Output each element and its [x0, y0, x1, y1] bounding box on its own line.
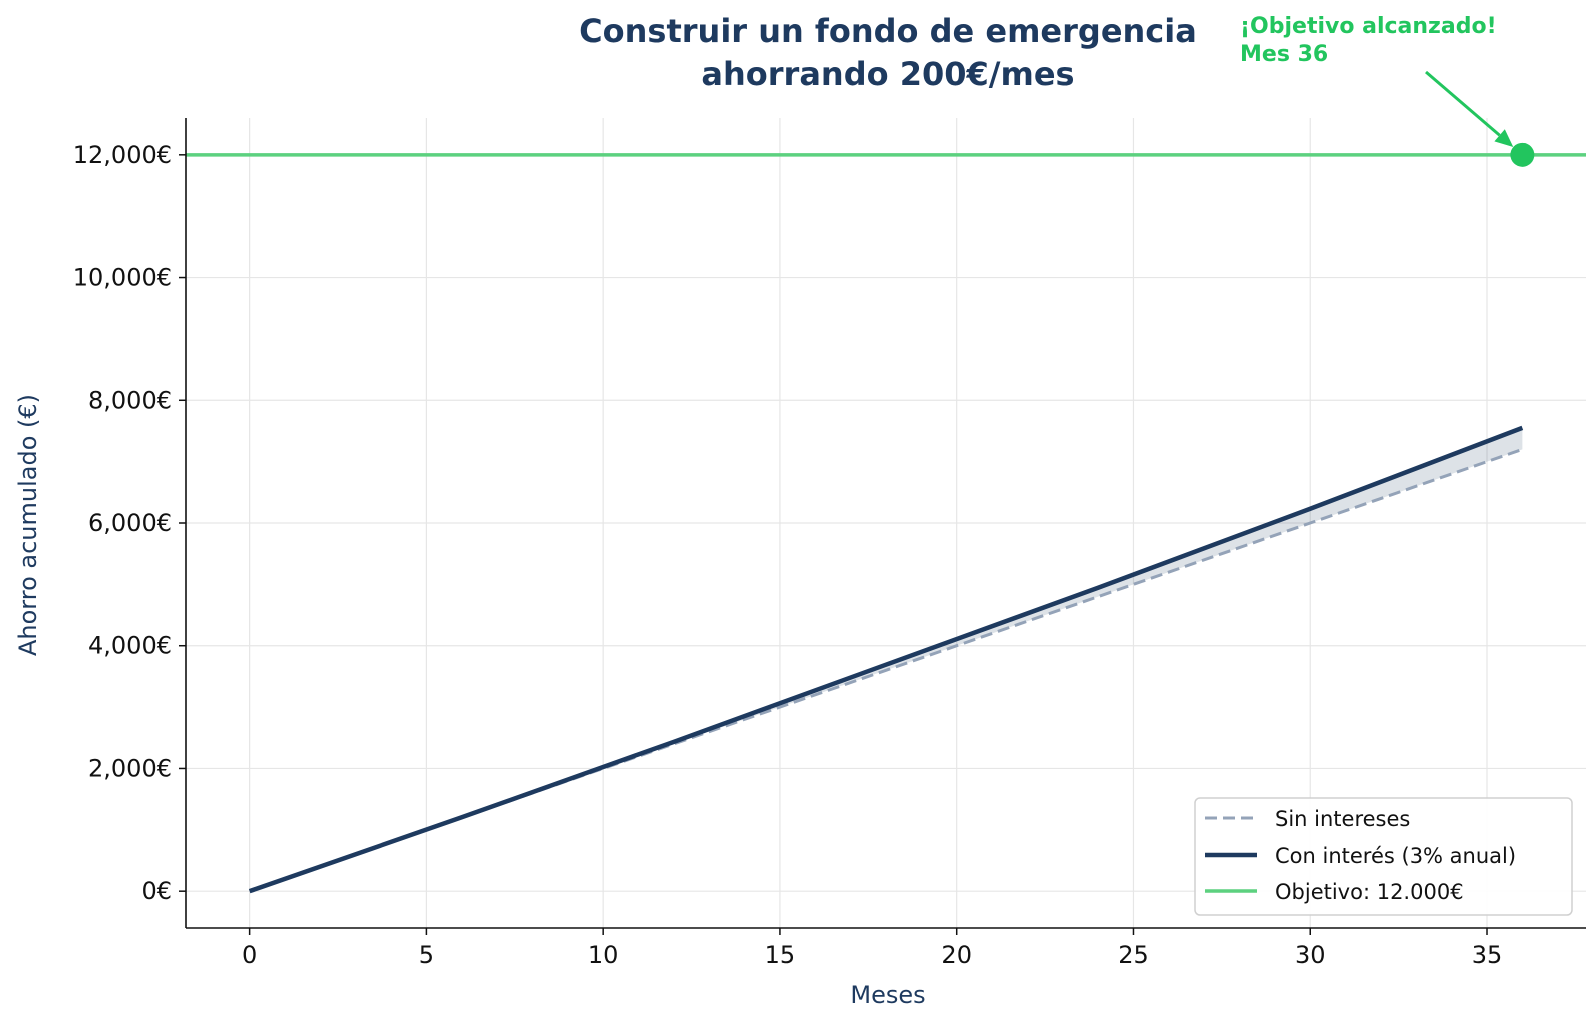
x-axis-label: Meses [850, 981, 925, 1009]
grid-lines [186, 118, 1586, 928]
legend-entry-con-interes: Con interés (3% anual) [1275, 844, 1516, 868]
annotation-arrow [1425, 70, 1501, 137]
x-axis-ticks: 0 5 10 15 20 25 30 35 [242, 928, 1502, 969]
legend: Sin intereses Con interés (3% anual) Obj… [1194, 797, 1573, 916]
x-tick-label-2: 10 [588, 941, 619, 969]
x-tick-label-6: 30 [1295, 941, 1326, 969]
y-tick-label-5: 10,000€ [73, 264, 172, 292]
y-tick-label-4: 8,000€ [88, 386, 172, 414]
y-tick-label-2: 4,000€ [88, 632, 172, 660]
y-axis-ticks: 0€ 2,000€ 4,000€ 6,000€ 8,000€ 10,000€ 12,000€ [73, 141, 186, 905]
x-tick-label-5: 25 [1118, 941, 1149, 969]
goal-annotation: ¡Objetivo alcanzado! Mes 36 [1240, 14, 1535, 167]
goal-reached-marker [1510, 142, 1535, 167]
y-tick-label-3: 6,000€ [88, 509, 172, 537]
y-tick-label-1: 2,000€ [88, 754, 172, 782]
x-tick-label-4: 20 [941, 941, 972, 969]
chart-title-line-1: Construir un fondo de emergencia [579, 12, 1197, 50]
x-tick-label-7: 35 [1472, 941, 1503, 969]
y-tick-label-0: 0€ [141, 877, 172, 905]
legend-entry-sin-intereses: Sin intereses [1275, 807, 1410, 831]
chart-title-line-2: ahorrando 200€/mes [701, 55, 1074, 93]
annotation-text-line-1: ¡Objetivo alcanzado! [1240, 14, 1497, 39]
legend-entry-objetivo: Objetivo: 12.000€ [1275, 880, 1464, 904]
x-tick-label-0: 0 [242, 941, 257, 969]
annotation-text-line-2: Mes 36 [1240, 42, 1328, 67]
x-tick-label-3: 15 [765, 941, 796, 969]
series-line-con-interes [248, 425, 1524, 894]
legend-box [1194, 797, 1573, 916]
y-tick-label-6: 12,000€ [73, 141, 172, 169]
annotation-arrowhead [1494, 129, 1514, 147]
x-tick-label-1: 5 [419, 941, 434, 969]
y-axis-label: Ahorro acumulado (€) [14, 394, 42, 656]
